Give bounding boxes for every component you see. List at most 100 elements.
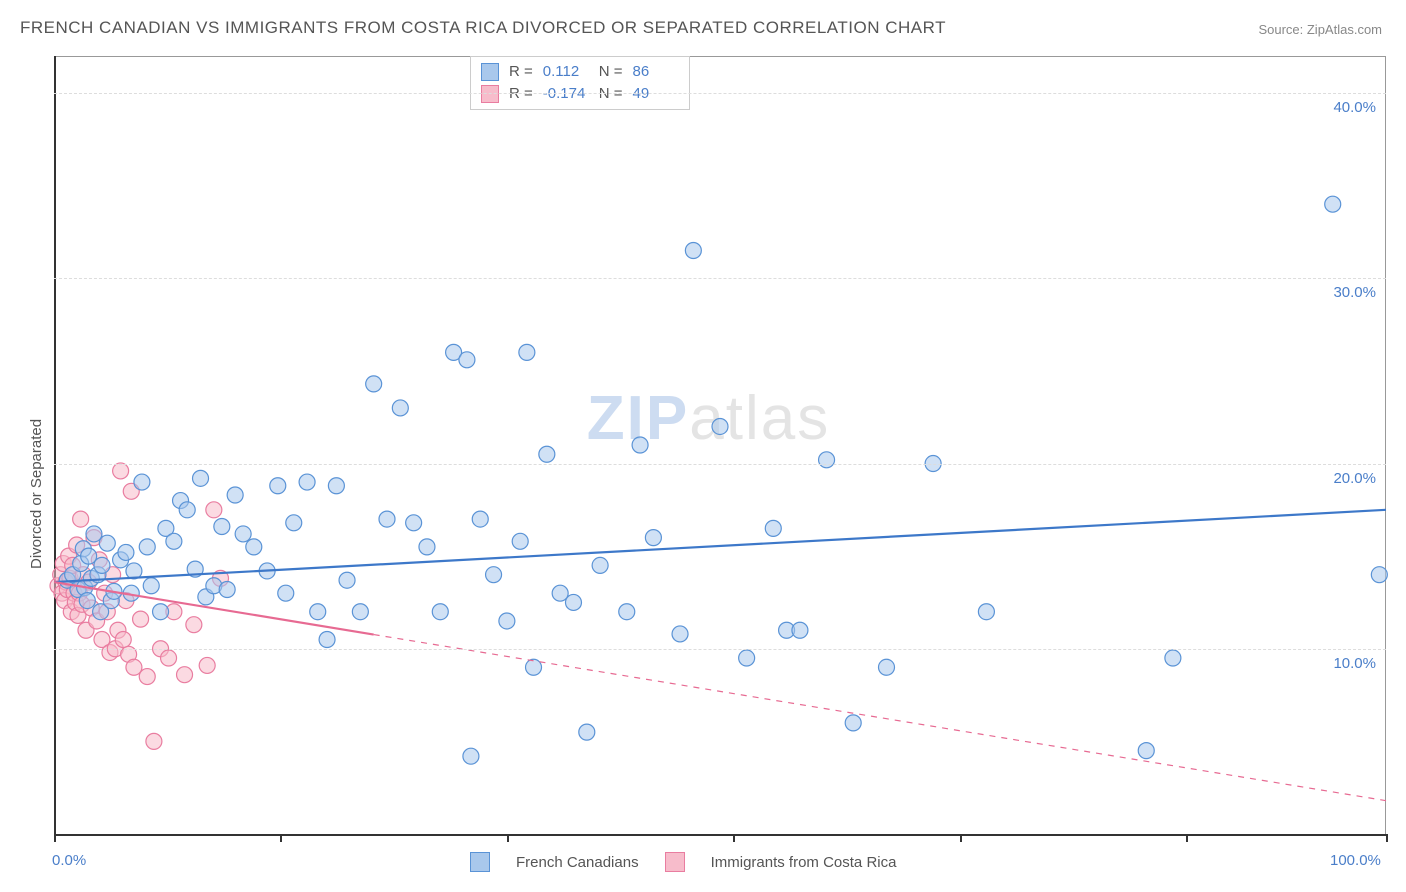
legend-top: R =0.112N =86R =-0.174N =49 (470, 56, 690, 110)
data-point-costarica (177, 667, 193, 683)
data-point-french (592, 557, 608, 573)
ytick-label: 40.0% (1316, 99, 1376, 116)
data-point-costarica (146, 733, 162, 749)
xtick (507, 834, 509, 842)
data-point-french (366, 376, 382, 392)
trendline-dashed-costarica (374, 635, 1386, 801)
xtick-label: 100.0% (1330, 852, 1381, 869)
data-point-french (118, 544, 134, 560)
data-point-french (179, 502, 195, 518)
data-point-french (166, 533, 182, 549)
data-point-french (526, 659, 542, 675)
data-point-costarica (115, 632, 131, 648)
data-point-french (310, 604, 326, 620)
data-point-french (79, 593, 95, 609)
legend-row-french: R = 0.112 N = 86 (481, 61, 679, 83)
data-point-french (235, 526, 251, 542)
data-point-french (672, 626, 688, 642)
data-point-french (193, 470, 209, 486)
gridline (54, 93, 1386, 94)
data-point-french (632, 437, 648, 453)
data-point-french (419, 539, 435, 555)
data-point-french (299, 474, 315, 490)
data-point-french (278, 585, 294, 601)
data-point-french (134, 474, 150, 490)
legend-r-value: 0.112 (543, 61, 589, 83)
data-point-french (1325, 196, 1341, 212)
data-point-french (1165, 650, 1181, 666)
data-point-french (459, 352, 475, 368)
data-point-french (432, 604, 448, 620)
gridline (54, 464, 1386, 465)
data-point-costarica (206, 502, 222, 518)
legend-swatch (665, 852, 685, 872)
data-point-french (712, 418, 728, 434)
data-point-costarica (186, 617, 202, 633)
data-point-french (214, 519, 230, 535)
gridline (54, 278, 1386, 279)
data-point-french (879, 659, 895, 675)
data-point-french (270, 478, 286, 494)
legend-series-label: French Canadians (516, 854, 639, 871)
data-point-french (978, 604, 994, 620)
data-point-french (227, 487, 243, 503)
data-point-french (406, 515, 422, 531)
data-point-french (486, 567, 502, 583)
data-point-french (339, 572, 355, 588)
data-point-french (219, 581, 235, 597)
data-point-french (845, 715, 861, 731)
data-point-french (463, 748, 479, 764)
data-point-french (352, 604, 368, 620)
xtick (280, 834, 282, 842)
legend-bottom: French Canadians Immigrants from Costa Ri… (470, 852, 896, 872)
data-point-french (539, 446, 555, 462)
xtick-label: 0.0% (52, 852, 86, 869)
xtick (960, 834, 962, 842)
data-point-french (519, 344, 535, 360)
data-point-french (645, 530, 661, 546)
data-point-french (765, 520, 781, 536)
data-point-costarica (133, 611, 149, 627)
data-point-french (143, 578, 159, 594)
data-point-french (392, 400, 408, 416)
data-point-french (99, 535, 115, 551)
data-point-french (286, 515, 302, 531)
xtick (1186, 834, 1188, 842)
legend-swatch (470, 852, 490, 872)
data-point-french (819, 452, 835, 468)
data-point-french (153, 604, 169, 620)
data-point-costarica (73, 511, 89, 527)
data-point-french (139, 539, 155, 555)
chart-svg (0, 0, 1406, 892)
data-point-french (472, 511, 488, 527)
data-point-french (94, 557, 110, 573)
legend-r-label: R = (509, 61, 533, 83)
data-point-french (319, 632, 335, 648)
legend-n-label: N = (599, 61, 623, 83)
data-point-french (565, 594, 581, 610)
data-point-costarica (199, 657, 215, 673)
data-point-french (328, 478, 344, 494)
ytick-label: 10.0% (1316, 655, 1376, 672)
data-point-french (499, 613, 515, 629)
data-point-french (739, 650, 755, 666)
data-point-french (246, 539, 262, 555)
ytick-label: 20.0% (1316, 470, 1376, 487)
data-point-costarica (161, 650, 177, 666)
xtick (54, 834, 56, 842)
legend-series-label: Immigrants from Costa Rica (711, 854, 897, 871)
data-point-french (619, 604, 635, 620)
data-point-french (379, 511, 395, 527)
data-point-costarica (139, 669, 155, 685)
gridline (54, 649, 1386, 650)
data-point-costarica (113, 463, 129, 479)
legend-n-value: 86 (633, 61, 679, 83)
data-point-french (685, 243, 701, 259)
xtick (733, 834, 735, 842)
data-point-french (1371, 567, 1387, 583)
data-point-french (792, 622, 808, 638)
data-point-french (579, 724, 595, 740)
legend-swatch (481, 63, 499, 81)
data-point-french (1138, 743, 1154, 759)
ytick-label: 30.0% (1316, 284, 1376, 301)
